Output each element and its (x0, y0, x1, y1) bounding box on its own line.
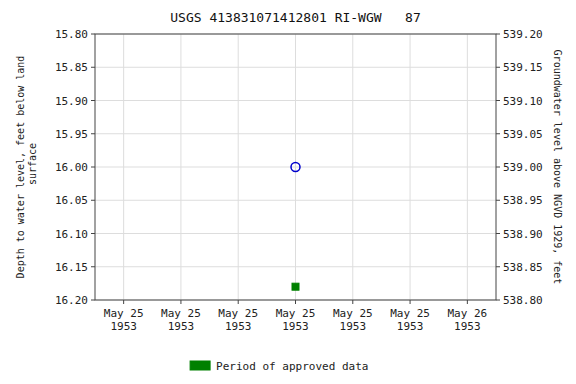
y2-tick-label: 538.85 (503, 261, 543, 274)
x-tick-label-line: May 25 (276, 307, 316, 320)
x-tick-label: May 251953 (333, 307, 373, 333)
x-tick (410, 300, 411, 304)
x-tick-label-line: 1953 (397, 320, 424, 333)
x-tick-label: May 251953 (276, 307, 316, 333)
y2-axis-label: Groundwater level above NGVD 1929, feet (552, 50, 563, 285)
y-tick (91, 100, 95, 101)
x-tick (180, 300, 181, 304)
chart: 15.80 15.85 15.90 15.95 16.00 16.05 16.10 16.15… (0, 0, 576, 384)
x-tick-label-line: May 25 (104, 307, 144, 320)
x-tick-label-line: 1953 (282, 320, 309, 333)
y-tick-label: 16.10 (55, 228, 88, 241)
grid-line (467, 34, 468, 300)
y2-axis: 539.20 539.15 539.10 539.05 539.00 538.95 538.… (496, 28, 543, 307)
y-axis-label-line: surface (27, 143, 38, 191)
x-tick-label: May 251953 (390, 307, 430, 333)
y2-tick (496, 133, 500, 134)
plot-frame (95, 34, 496, 300)
y-tick-label: 16.05 (55, 194, 88, 207)
data-marks (291, 163, 300, 291)
y-tick-label: 15.95 (55, 128, 88, 141)
grid-line (352, 34, 353, 300)
y2-tick (496, 300, 500, 301)
legend-swatch (190, 361, 210, 370)
y-tick-label: 16.15 (55, 261, 88, 274)
x-tick (467, 300, 468, 304)
x-tick (352, 300, 353, 304)
y-tick-label: 16.20 (55, 294, 88, 307)
y2-tick-label: 539.05 (503, 128, 543, 141)
grid-line (123, 34, 124, 300)
y2-tick-label: 539.20 (503, 28, 543, 41)
y2-tick (496, 67, 500, 68)
grid-line (180, 34, 181, 300)
x-tick-label: May 251953 (161, 307, 201, 333)
y2-tick (496, 34, 500, 35)
y2-tick (496, 200, 500, 201)
y2-tick-label: 538.90 (503, 228, 543, 241)
y2-tick-label: 539.00 (503, 161, 543, 174)
x-tick-label-line: May 26 (447, 307, 487, 320)
x-tick-label-line: 1953 (340, 320, 367, 333)
grid-line (238, 34, 239, 300)
y-tick (91, 200, 95, 201)
x-tick-label-line: 1953 (225, 320, 252, 333)
x-tick (123, 300, 124, 304)
y-axis: 15.80 15.85 15.90 15.95 16.00 16.05 16.10 16.15… (55, 28, 95, 307)
y-tick-label: 15.85 (55, 61, 88, 74)
square-point (292, 283, 299, 290)
x-tick-label-line: 1953 (168, 320, 195, 333)
y2-tick-label: 539.10 (503, 95, 543, 108)
x-tick-label-line: May 25 (390, 307, 430, 320)
grid-line (295, 34, 296, 300)
x-axis: May 251953May 251953May 251953May 251953… (104, 300, 487, 333)
open-circle-point (291, 163, 300, 172)
x-tick-label: May 251953 (218, 307, 258, 333)
y2-tick (496, 100, 500, 101)
y-tick-label: 15.80 (55, 28, 88, 41)
y-tick (91, 34, 95, 35)
grid-line (410, 34, 411, 300)
x-tick (295, 300, 296, 304)
grid (95, 34, 496, 300)
y2-tick (496, 233, 500, 234)
y2-tick (496, 266, 500, 267)
x-tick-label: May 251953 (104, 307, 144, 333)
x-tick-label-line: May 25 (161, 307, 201, 320)
x-tick-label: May 261953 (447, 307, 487, 333)
y-tick (91, 67, 95, 68)
x-tick-label-line: May 25 (333, 307, 373, 320)
x-tick-label-line: 1953 (110, 320, 137, 333)
y-tick (91, 300, 95, 301)
legend-label: Period of approved data (216, 360, 368, 373)
y2-tick-label: 538.80 (503, 294, 543, 307)
y-axis-label-line: Depth to water level, feet below land (15, 56, 26, 279)
y-tick (91, 233, 95, 234)
x-tick-label-line: 1953 (454, 320, 481, 333)
y2-tick-label: 538.95 (503, 194, 543, 207)
title: USGS 413831071412801 RI-WGW 87 (170, 10, 420, 25)
y-tick (91, 167, 95, 168)
x-tick (238, 300, 239, 304)
y-tick (91, 266, 95, 267)
legend: Period of approved data (190, 360, 368, 373)
y-tick-label: 16.00 (55, 161, 88, 174)
y2-tick (496, 167, 500, 168)
y-axis-label: Depth to water level, feet below land su… (15, 56, 38, 279)
x-tick-label-line: May 25 (218, 307, 258, 320)
y2-tick-label: 539.15 (503, 61, 543, 74)
y-tick-label: 15.90 (55, 95, 88, 108)
y-tick (91, 133, 95, 134)
